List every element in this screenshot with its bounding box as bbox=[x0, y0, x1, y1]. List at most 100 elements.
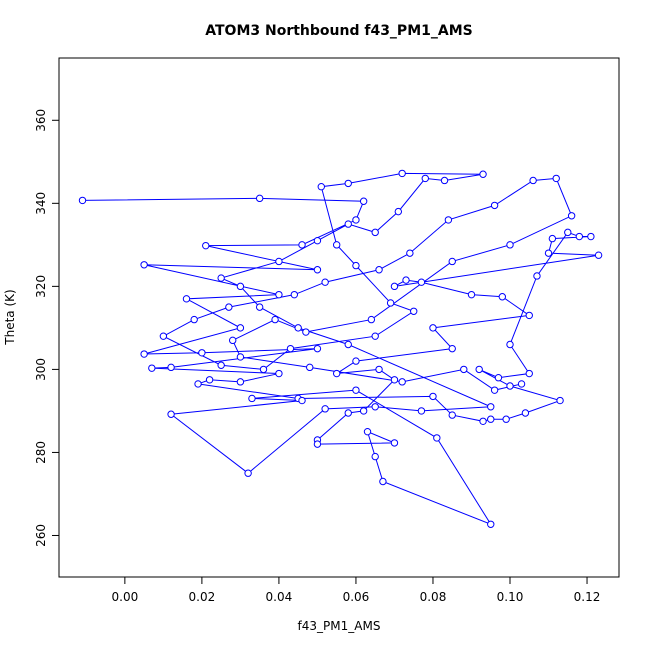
data-point bbox=[352, 357, 360, 365]
data-point bbox=[390, 376, 399, 384]
data-point bbox=[533, 272, 541, 280]
x-tick-label: 0.12 bbox=[574, 590, 601, 604]
data-point bbox=[352, 261, 360, 270]
data-point bbox=[487, 520, 495, 528]
data-point bbox=[544, 249, 553, 257]
x-tick-label: 0.02 bbox=[189, 590, 216, 604]
data-point bbox=[587, 232, 595, 241]
data-point bbox=[460, 365, 468, 374]
data-point bbox=[529, 176, 537, 185]
data-point bbox=[379, 477, 387, 486]
data-point bbox=[506, 382, 514, 390]
data-point bbox=[78, 196, 87, 205]
data-point bbox=[140, 261, 148, 269]
data-point bbox=[332, 241, 341, 249]
y-tick-label: 320 bbox=[34, 275, 48, 298]
data-point bbox=[386, 299, 395, 307]
data-point bbox=[467, 290, 476, 299]
data-point bbox=[421, 174, 429, 183]
data-point bbox=[294, 324, 302, 332]
data-point bbox=[167, 410, 175, 418]
data-point bbox=[429, 324, 437, 332]
data-point bbox=[567, 212, 576, 220]
data-point bbox=[552, 174, 560, 183]
data-point bbox=[205, 376, 214, 384]
data-point bbox=[394, 207, 403, 216]
data-point bbox=[548, 234, 557, 243]
data-point bbox=[429, 392, 437, 401]
data-point bbox=[352, 216, 360, 224]
data-point bbox=[275, 257, 283, 266]
data-point bbox=[148, 364, 156, 372]
data-point bbox=[375, 365, 383, 374]
data-point bbox=[506, 241, 514, 249]
data-point bbox=[371, 228, 379, 237]
data-point bbox=[306, 363, 314, 372]
data-point bbox=[229, 336, 237, 345]
data-point bbox=[255, 303, 264, 311]
data-point bbox=[440, 176, 449, 185]
data-point bbox=[517, 380, 526, 388]
data-point bbox=[313, 266, 322, 274]
y-tick-label: 300 bbox=[34, 358, 48, 381]
data-point bbox=[594, 251, 603, 259]
data-point bbox=[359, 407, 368, 415]
y-axis-label: Theta (K) bbox=[3, 289, 17, 345]
x-tick-label: 0.10 bbox=[497, 590, 524, 604]
data-point bbox=[298, 241, 306, 249]
data-point bbox=[202, 241, 210, 250]
data-point bbox=[194, 380, 202, 388]
data-point bbox=[344, 220, 352, 228]
data-point bbox=[190, 315, 198, 324]
data-point bbox=[406, 249, 414, 257]
x-tick-label: 0.06 bbox=[343, 590, 370, 604]
data-point bbox=[525, 369, 533, 378]
data-point bbox=[313, 236, 322, 245]
data-point bbox=[344, 179, 352, 188]
data-point bbox=[359, 197, 368, 205]
data-point bbox=[182, 295, 191, 303]
data-point bbox=[363, 427, 372, 436]
data-point bbox=[236, 282, 245, 291]
data-point bbox=[236, 378, 245, 386]
y-tick-label: 260 bbox=[34, 524, 48, 547]
data-point bbox=[248, 394, 256, 403]
data-point bbox=[236, 324, 245, 332]
data-point bbox=[494, 374, 503, 382]
data-point bbox=[371, 332, 379, 340]
data-point bbox=[398, 169, 406, 178]
data-point bbox=[564, 228, 572, 237]
data-point bbox=[198, 349, 206, 357]
data-point bbox=[433, 434, 441, 442]
data-point bbox=[410, 307, 418, 315]
data-point bbox=[302, 328, 310, 336]
data-point bbox=[352, 386, 360, 394]
data-point bbox=[575, 232, 584, 241]
data-point bbox=[475, 365, 483, 374]
data-point bbox=[255, 194, 264, 203]
data-point bbox=[506, 340, 514, 349]
data-point bbox=[417, 407, 426, 415]
data-point bbox=[487, 403, 495, 411]
data-point bbox=[448, 411, 456, 419]
data-point bbox=[259, 365, 268, 374]
data-point bbox=[367, 315, 376, 324]
data-point bbox=[490, 201, 499, 210]
data-point bbox=[225, 303, 233, 311]
data-point bbox=[375, 266, 383, 274]
data-point bbox=[479, 417, 487, 425]
data-point bbox=[448, 344, 456, 353]
data-point bbox=[498, 293, 507, 301]
data-point bbox=[444, 216, 453, 224]
data-point bbox=[525, 311, 533, 320]
data-point bbox=[271, 315, 279, 324]
x-tick-label: 0.00 bbox=[112, 590, 139, 604]
data-point bbox=[556, 396, 564, 405]
data-point bbox=[490, 386, 499, 394]
data-point bbox=[290, 290, 299, 299]
data-point bbox=[398, 378, 406, 386]
data-point bbox=[371, 452, 379, 461]
y-tick-label: 280 bbox=[34, 441, 48, 464]
data-point bbox=[275, 290, 283, 299]
data-point bbox=[332, 369, 341, 378]
